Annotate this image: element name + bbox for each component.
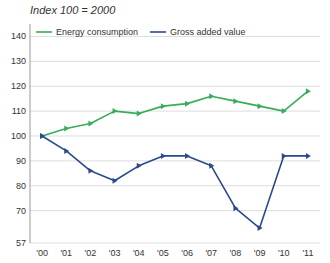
grid-line — [30, 61, 320, 62]
y-tick-label: 140 — [11, 31, 26, 41]
y-tick-label: 100 — [11, 131, 26, 141]
legend-label: Energy consumption — [56, 27, 138, 37]
legend-swatch — [36, 31, 52, 33]
marker — [113, 108, 118, 114]
x-tick-label: '10 — [278, 248, 290, 258]
marker — [88, 121, 93, 127]
marker — [306, 153, 311, 159]
x-tick-label: '01 — [60, 248, 72, 258]
x-tick-label: '02 — [85, 248, 97, 258]
x-tick-label: '03 — [109, 248, 121, 258]
marker — [88, 168, 93, 174]
plot-area — [40, 88, 311, 231]
y-tick-label: 70 — [16, 206, 26, 216]
marker — [233, 205, 238, 211]
marker — [209, 93, 214, 99]
grid — [30, 36, 320, 243]
marker — [161, 103, 166, 109]
marker — [258, 103, 263, 109]
y-axis — [30, 24, 31, 243]
line — [42, 136, 308, 228]
x-tick-label: '00 — [36, 248, 48, 258]
x-tick-label: '09 — [254, 248, 266, 258]
marker — [209, 163, 214, 169]
grid-line — [30, 210, 320, 211]
marker — [258, 225, 263, 231]
y-tick-label: 120 — [11, 81, 26, 91]
marker — [64, 126, 69, 132]
legend-label: Gross added value — [170, 27, 246, 37]
y-tick-label: 90 — [16, 156, 26, 166]
legend-swatch — [150, 31, 166, 33]
x-tick-label: '07 — [205, 248, 217, 258]
grid-line — [30, 135, 320, 136]
x-tick-label: '05 — [157, 248, 169, 258]
grid-line — [30, 111, 320, 112]
grid-line — [30, 160, 320, 161]
marker — [137, 111, 142, 117]
grid-line — [30, 243, 320, 244]
x-tick-label: '11 — [302, 248, 313, 258]
x-tick-label: '06 — [181, 248, 193, 258]
chart: Index 100 = 2000 57 70 80 90 100 110 120 130 140 '… — [0, 0, 330, 263]
y-tick-label: 130 — [11, 56, 26, 66]
grid-line — [30, 185, 320, 186]
marker — [137, 163, 142, 169]
legend: Energy consumption Gross added value — [36, 27, 246, 37]
x-tick-label: '08 — [230, 248, 242, 258]
y-tick-label: 110 — [12, 106, 26, 116]
marker — [64, 148, 69, 154]
marker — [233, 98, 238, 104]
marker — [282, 108, 287, 114]
marker — [306, 88, 311, 94]
marker — [40, 133, 45, 139]
marker — [185, 153, 190, 159]
x-tick-label: '04 — [133, 248, 145, 258]
y-tick-label: 80 — [16, 181, 26, 191]
title: Index 100 = 2000 — [30, 4, 116, 16]
line — [42, 91, 308, 136]
grid-line — [30, 86, 320, 87]
marker — [185, 101, 190, 107]
y-tick-label: 57 — [16, 238, 26, 248]
marker — [113, 178, 118, 184]
marker — [161, 153, 166, 159]
marker — [282, 153, 287, 159]
